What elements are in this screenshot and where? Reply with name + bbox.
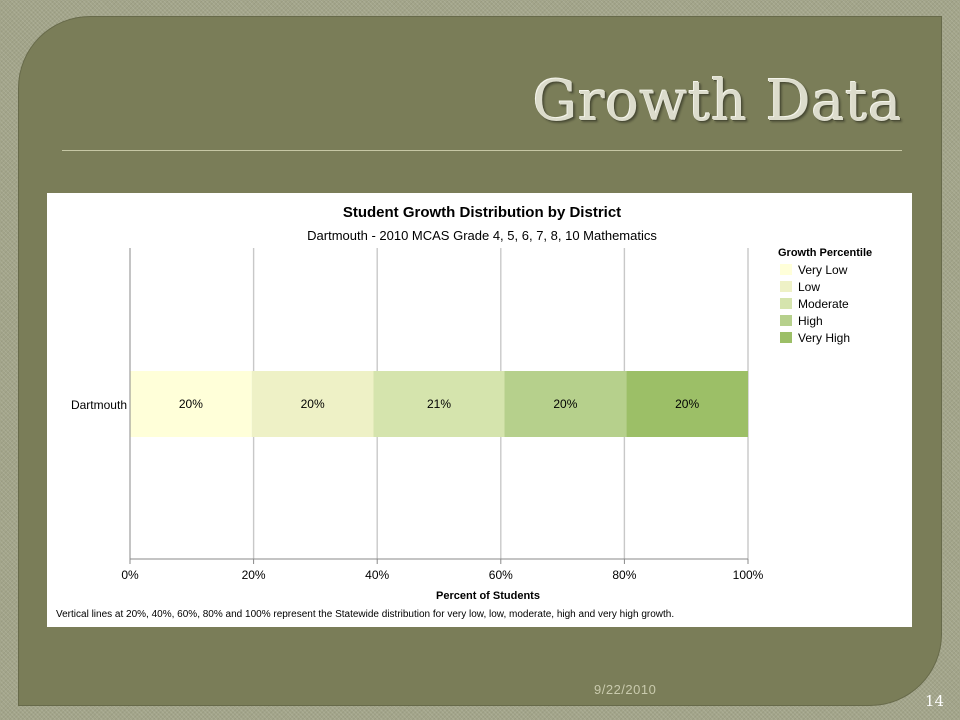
slide-title: Growth Data xyxy=(532,69,902,134)
bar-segment-high xyxy=(504,371,627,437)
x-tick-label: 20% xyxy=(242,568,266,582)
title-divider xyxy=(62,150,902,151)
bar-segment-moderate xyxy=(373,371,505,437)
chart-footnote: Vertical lines at 20%, 40%, 60%, 80% and… xyxy=(56,609,674,620)
legend-label: Low xyxy=(798,280,820,294)
x-tick-label: 80% xyxy=(612,568,636,582)
data-label: 21% xyxy=(427,397,451,411)
x-tick-label: 0% xyxy=(121,568,139,582)
legend-swatch xyxy=(780,281,792,292)
data-label: 20% xyxy=(675,397,699,411)
slide-number: 14 xyxy=(925,692,945,710)
legend-label: Moderate xyxy=(798,297,849,311)
legend-swatch xyxy=(780,332,792,343)
slide-date: 9/22/2010 xyxy=(594,682,657,697)
chart-title: Student Growth Distribution by District xyxy=(343,204,621,221)
bar-segment-very-low xyxy=(130,371,252,437)
x-axis: 0% 20% 40% 60% 80% 100% xyxy=(121,248,764,582)
data-label: 20% xyxy=(553,397,577,411)
growth-chart: Student Growth Distribution by District … xyxy=(56,204,872,620)
bar-segments xyxy=(130,371,748,437)
x-tick-label: 100% xyxy=(733,568,764,582)
bar-segment-very-high xyxy=(626,371,748,437)
legend-label: Very Low xyxy=(798,263,848,277)
data-label: 20% xyxy=(179,397,203,411)
legend-swatch xyxy=(780,298,792,309)
legend-label: Very High xyxy=(798,331,850,345)
legend-swatch xyxy=(780,315,792,326)
data-labels: 20% 20% 21% 20% 20% xyxy=(179,397,700,411)
legend-swatch xyxy=(780,264,792,275)
bar-segment-low xyxy=(251,371,374,437)
legend-label: High xyxy=(798,314,823,328)
category-label: Dartmouth xyxy=(71,398,127,412)
data-label: 20% xyxy=(301,397,325,411)
x-tick-label: 40% xyxy=(365,568,389,582)
chart-subtitle: Dartmouth - 2010 MCAS Grade 4, 5, 6, 7, … xyxy=(307,228,657,243)
chart-container: Student Growth Distribution by District … xyxy=(47,193,912,627)
x-axis-label: Percent of Students xyxy=(436,590,540,602)
legend: Very Low Low Moderate High Very High xyxy=(780,263,850,345)
legend-title: Growth Percentile xyxy=(778,247,872,259)
x-tick-label: 60% xyxy=(489,568,513,582)
